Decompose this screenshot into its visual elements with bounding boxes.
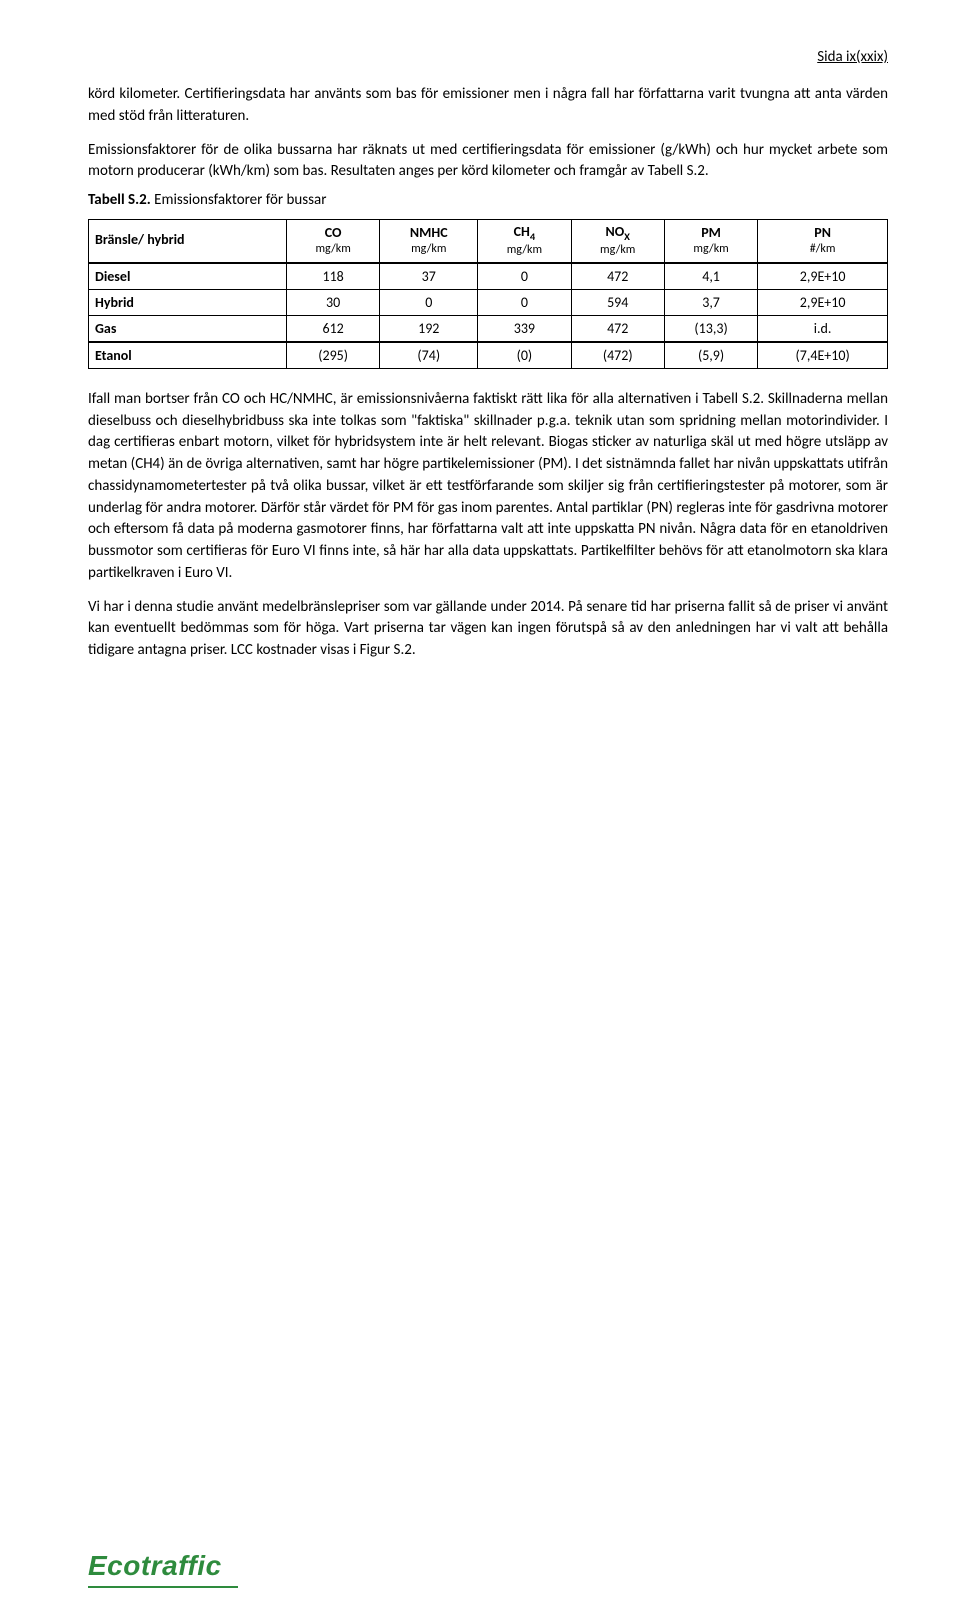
cell: i.d. — [758, 315, 888, 342]
cell: (5,9) — [664, 342, 757, 369]
cell: 0 — [380, 289, 478, 315]
emissions-table: Bränsle/ hybrid COmg/km NMHCmg/km CH4mg/… — [88, 219, 888, 369]
body-paragraph-2: Vi har i denna studie använt medelbränsl… — [88, 597, 888, 662]
col-header-ch4: CH4mg/km — [478, 220, 571, 263]
page-number: Sida ix(xxix) — [88, 48, 888, 66]
cell: 192 — [380, 315, 478, 342]
table-row: Gas 612 192 339 472 (13,3) i.d. — [89, 315, 888, 342]
row-label: Gas — [89, 315, 287, 342]
cell: (0) — [478, 342, 571, 369]
table-row: Diesel 118 37 0 472 4,1 2,9E+10 — [89, 263, 888, 290]
table-caption: Tabell S.2. Emissionsfaktorer för bussar — [88, 191, 888, 209]
col-header-co: COmg/km — [286, 220, 379, 263]
table-caption-text: Emissionsfaktorer för bussar — [151, 191, 327, 209]
cell: 2,9E+10 — [758, 289, 888, 315]
table-row: Etanol (295) (74) (0) (472) (5,9) (7,4E+… — [89, 342, 888, 369]
ecotraffic-logo: Ecotraffic — [88, 1550, 222, 1582]
col-header-nmhc: NMHCmg/km — [380, 220, 478, 263]
row-label: Diesel — [89, 263, 287, 290]
cell: 2,9E+10 — [758, 263, 888, 290]
table-caption-number: Tabell S.2. — [88, 191, 151, 209]
cell: 118 — [286, 263, 379, 290]
cell: 472 — [571, 263, 664, 290]
intro-paragraph-1: körd kilometer. Certifieringsdata har an… — [88, 84, 888, 128]
cell: 594 — [571, 289, 664, 315]
cell: (472) — [571, 342, 664, 369]
col-header-nox: NOXmg/km — [571, 220, 664, 263]
cell: (13,3) — [664, 315, 757, 342]
table-header-row: Bränsle/ hybrid COmg/km NMHCmg/km CH4mg/… — [89, 220, 888, 263]
cell: 37 — [380, 263, 478, 290]
table-row: Hybrid 30 0 0 594 3,7 2,9E+10 — [89, 289, 888, 315]
body-paragraph-1: Ifall man bortser från CO och HC/NMHC, ä… — [88, 389, 888, 585]
cell: (74) — [380, 342, 478, 369]
row-label: Etanol — [89, 342, 287, 369]
cell: (295) — [286, 342, 379, 369]
col-header-fuel: Bränsle/ hybrid — [89, 220, 287, 263]
logo-underline — [88, 1586, 238, 1588]
col-header-pm: PMmg/km — [664, 220, 757, 263]
col-header-pn: PN#/km — [758, 220, 888, 263]
cell: 3,7 — [664, 289, 757, 315]
cell: 30 — [286, 289, 379, 315]
intro-paragraph-2: Emissionsfaktorer för de olika bussarna … — [88, 140, 888, 184]
cell: 472 — [571, 315, 664, 342]
cell: 612 — [286, 315, 379, 342]
cell: 0 — [478, 289, 571, 315]
cell: (7,4E+10) — [758, 342, 888, 369]
cell: 4,1 — [664, 263, 757, 290]
cell: 339 — [478, 315, 571, 342]
cell: 0 — [478, 263, 571, 290]
row-label: Hybrid — [89, 289, 287, 315]
